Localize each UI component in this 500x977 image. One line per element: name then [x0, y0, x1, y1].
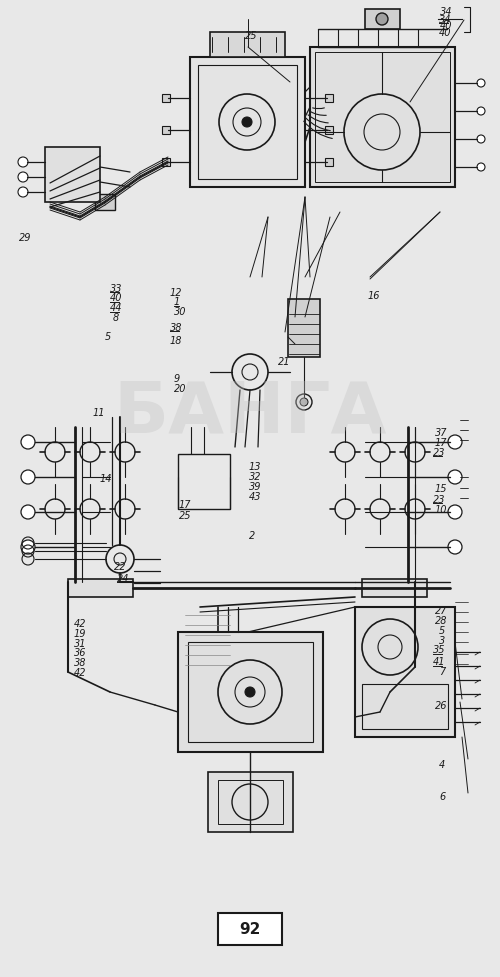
Text: 38: 38	[170, 322, 182, 332]
Text: 39: 39	[249, 482, 262, 491]
Text: 10: 10	[435, 504, 448, 514]
Bar	[362, 579, 427, 597]
Circle shape	[21, 505, 35, 520]
Text: 7: 7	[439, 666, 446, 676]
Text: 40: 40	[440, 21, 452, 31]
Circle shape	[21, 436, 35, 449]
Text: 17: 17	[179, 499, 192, 509]
Text: 34: 34	[440, 7, 452, 17]
Circle shape	[300, 399, 308, 406]
Text: БАНГА: БАНГА	[114, 378, 386, 447]
Bar	[325, 159, 333, 167]
Text: 11: 11	[92, 407, 105, 417]
Text: 42: 42	[74, 667, 86, 677]
Text: 44: 44	[110, 303, 122, 313]
Text: 42: 42	[74, 618, 86, 628]
Bar	[162, 95, 170, 103]
Text: 2: 2	[249, 531, 256, 540]
Text: 32: 32	[249, 472, 262, 482]
Bar	[188, 642, 313, 743]
Text: 16: 16	[368, 291, 380, 301]
Text: 13: 13	[249, 462, 262, 472]
Text: 36: 36	[74, 648, 86, 658]
Bar	[325, 127, 333, 135]
Text: 35: 35	[433, 645, 446, 655]
Circle shape	[18, 188, 28, 197]
Text: 5: 5	[105, 332, 111, 342]
Circle shape	[245, 687, 255, 698]
Circle shape	[21, 540, 35, 554]
Bar	[315, 53, 450, 183]
Text: 12: 12	[170, 288, 182, 298]
Text: 8: 8	[113, 313, 119, 322]
Circle shape	[477, 136, 485, 144]
Text: 19: 19	[74, 628, 86, 638]
Text: 37: 37	[435, 428, 448, 438]
Bar	[325, 95, 333, 103]
Text: 14: 14	[100, 474, 112, 484]
Text: 41: 41	[433, 657, 446, 666]
Text: 28: 28	[435, 616, 448, 625]
Text: 4: 4	[439, 759, 446, 769]
Bar	[210, 33, 285, 58]
Text: 15: 15	[435, 484, 448, 493]
Bar	[365, 10, 400, 30]
Text: 29: 29	[19, 233, 32, 242]
Bar	[190, 58, 305, 188]
Circle shape	[18, 173, 28, 183]
Circle shape	[477, 80, 485, 88]
Text: 27: 27	[435, 606, 448, 616]
Bar	[178, 454, 230, 509]
Text: 25: 25	[179, 511, 192, 521]
Circle shape	[448, 540, 462, 554]
Bar	[95, 194, 115, 211]
Text: 24: 24	[117, 573, 130, 583]
Bar	[218, 913, 282, 945]
Bar	[162, 159, 170, 167]
Text: 38: 38	[74, 658, 86, 667]
Bar	[355, 608, 455, 738]
Text: 33: 33	[110, 283, 122, 293]
Text: 21: 21	[278, 357, 290, 366]
Circle shape	[448, 436, 462, 449]
Circle shape	[477, 164, 485, 172]
Text: 17: 17	[435, 438, 448, 447]
Bar	[178, 632, 323, 752]
Text: 40: 40	[439, 28, 452, 38]
Text: 20: 20	[174, 384, 186, 394]
Text: 31: 31	[74, 638, 86, 648]
Text: 6: 6	[439, 791, 446, 801]
Circle shape	[242, 118, 252, 128]
Bar	[162, 127, 170, 135]
Text: 25: 25	[245, 31, 258, 41]
Bar	[68, 579, 133, 597]
Text: 5: 5	[439, 625, 446, 635]
Bar	[362, 684, 448, 729]
Circle shape	[477, 107, 485, 116]
Bar	[218, 781, 283, 825]
Text: 1: 1	[174, 297, 180, 307]
Text: 26: 26	[435, 701, 448, 710]
Text: 92: 92	[240, 921, 260, 937]
Circle shape	[18, 158, 28, 168]
Text: 30: 30	[174, 307, 186, 317]
Bar	[310, 48, 455, 188]
Text: 18: 18	[170, 336, 182, 346]
Text: 23: 23	[433, 494, 446, 504]
Bar	[198, 65, 297, 180]
Circle shape	[448, 505, 462, 520]
Bar	[288, 300, 320, 358]
Text: 34: 34	[439, 15, 452, 24]
Text: 43: 43	[249, 491, 262, 501]
Circle shape	[376, 14, 388, 26]
Circle shape	[448, 471, 462, 485]
Circle shape	[21, 471, 35, 485]
Text: 22: 22	[114, 562, 126, 572]
Bar	[208, 772, 293, 832]
Text: 3: 3	[439, 635, 446, 645]
Bar	[45, 148, 100, 203]
Text: 40: 40	[110, 293, 122, 303]
Text: 9: 9	[174, 374, 180, 384]
Text: 23: 23	[433, 447, 446, 457]
